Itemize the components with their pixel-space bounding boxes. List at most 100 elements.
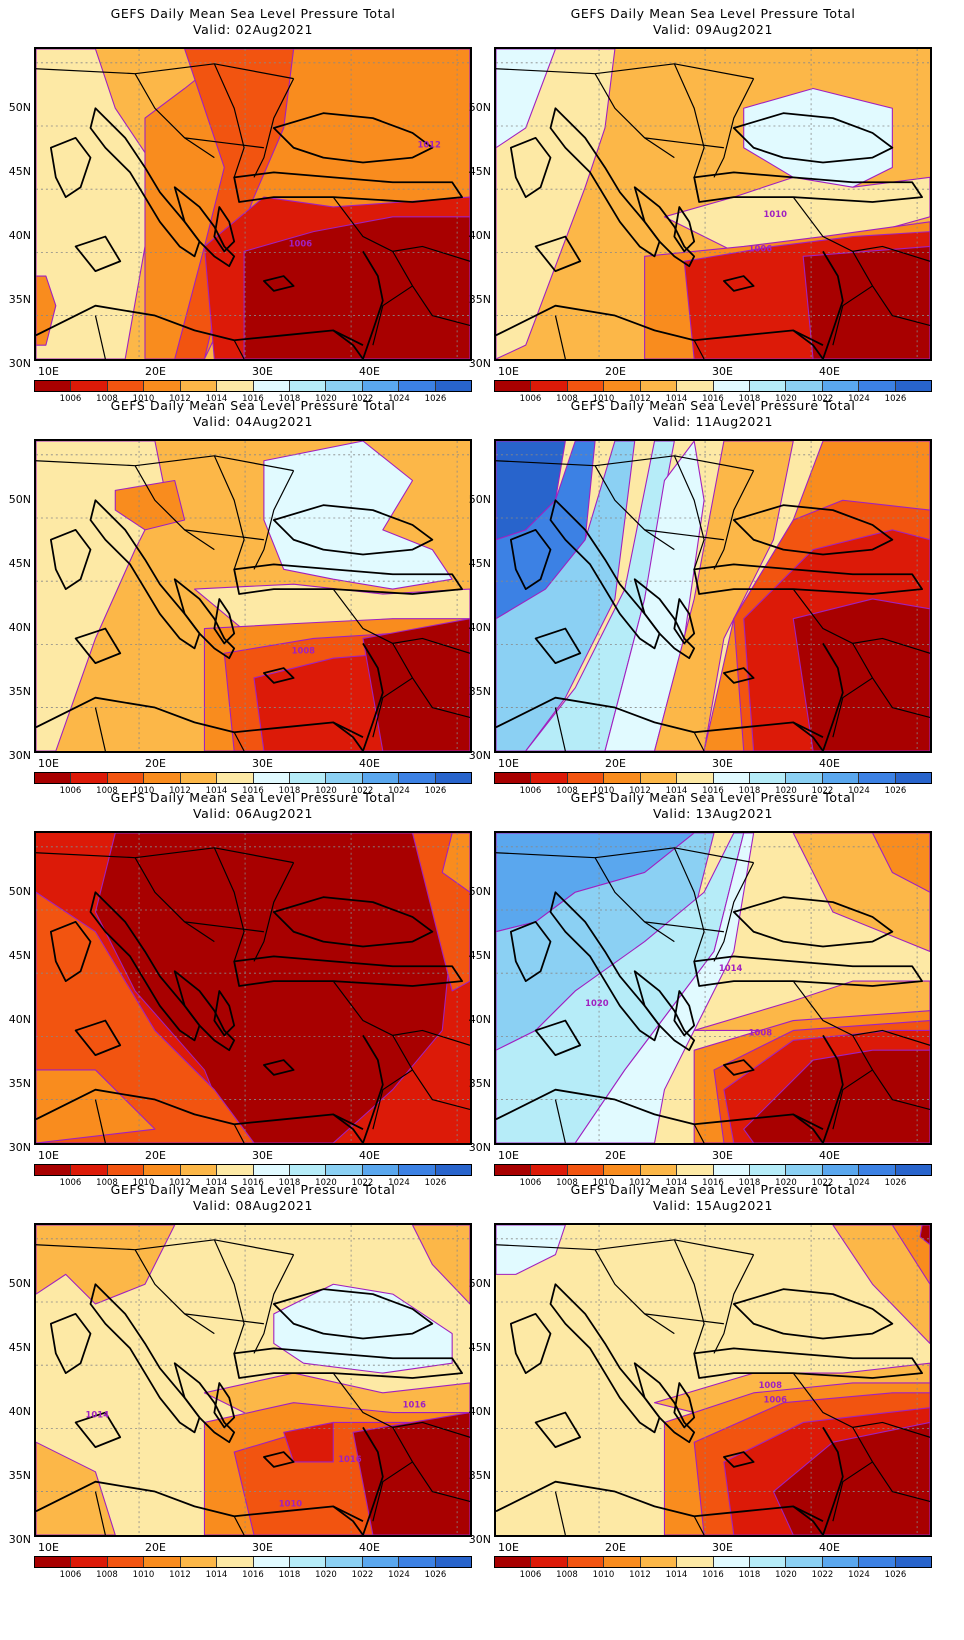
coastline [693, 955, 923, 987]
pressure-band [36, 1069, 156, 1143]
colorbar-swatch [35, 1165, 72, 1175]
contour-label: 1006 [764, 1395, 788, 1405]
coastline [633, 1362, 696, 1444]
country-border [233, 731, 245, 751]
country-border [253, 862, 295, 962]
coastline [74, 1019, 122, 1057]
coastline [36, 304, 364, 346]
latitude-label: 50N [468, 885, 491, 898]
contour-label: 1014 [86, 1410, 110, 1420]
pressure-band [36, 1225, 176, 1305]
colorbar-swatch [362, 773, 400, 783]
coastline [693, 1347, 923, 1379]
coastline [534, 235, 582, 273]
contour-label: 1008 [292, 645, 316, 655]
country-border [36, 847, 294, 864]
colorbar-swatch [399, 1557, 436, 1567]
colorbar-swatch [35, 381, 72, 391]
map-frame [34, 831, 472, 1145]
coastline [74, 235, 122, 273]
colorbar-swatch [531, 1557, 568, 1567]
map-panel: GEFS Daily Mean Sea Level Pressure Total… [0, 784, 482, 1194]
country-border [94, 315, 106, 359]
pressure-map: 1014 1016 1016 1010 [36, 1225, 470, 1535]
country-border [852, 1035, 930, 1111]
pressure-map [36, 833, 470, 1143]
colorbar [34, 1556, 472, 1568]
latitude-label: 50N [8, 101, 31, 114]
colorbar-label: 1022 [811, 1178, 834, 1188]
colorbar-swatch [640, 773, 678, 783]
latitude-label: 40N [8, 621, 31, 634]
colorbar-label: 1018 [738, 786, 761, 796]
colorbar-swatch [640, 381, 678, 391]
colorbar-label: 1010 [132, 1178, 155, 1188]
coastline [362, 250, 384, 359]
coastline [509, 136, 552, 198]
coastline [362, 642, 384, 751]
coastline [263, 1451, 295, 1468]
panel-title: GEFS Daily Mean Sea Level Pressure Total [570, 398, 856, 413]
coastline [534, 1411, 582, 1449]
colorbar-swatch [531, 1165, 568, 1175]
country-border [644, 137, 724, 149]
panel-title: GEFS Daily Mean Sea Level Pressure Total [570, 6, 856, 21]
coastline [263, 275, 295, 292]
latitude-label: 30N [468, 357, 491, 370]
colorbar-label: 1006 [519, 394, 542, 404]
colorbar-label: 1006 [519, 1570, 542, 1580]
colorbar-swatch [144, 381, 181, 391]
map-panel: GEFS Daily Mean Sea Level Pressure Total… [469, 0, 964, 410]
colorbar-swatch [289, 1557, 327, 1567]
coastline [822, 642, 844, 751]
country-border [496, 455, 754, 472]
coastline [233, 955, 463, 987]
coastline [496, 696, 824, 738]
latitude-label: 40N [8, 1013, 31, 1026]
panel-title: GEFS Daily Mean Sea Level Pressure Total [570, 790, 856, 805]
colorbar-label: 1010 [592, 1570, 615, 1580]
contour-label: 1012 [417, 140, 441, 150]
colorbar-label: 1016 [702, 1570, 724, 1580]
latitude-label: 30N [468, 1141, 491, 1154]
coastline [633, 186, 696, 268]
latitude-label: 35N [8, 1077, 31, 1090]
pressure-map [496, 441, 930, 751]
map-frame: 1012 1006 [34, 47, 472, 361]
country-border [134, 1249, 215, 1335]
colorbar-label: 1016 [702, 394, 724, 404]
longitude-label: 30E [712, 757, 733, 770]
country-border [213, 455, 245, 570]
colorbar-label: 1008 [556, 786, 578, 796]
latitude-label: 35N [468, 1469, 491, 1482]
coastline [173, 578, 236, 660]
longitude-label: 20E [605, 365, 626, 378]
coastline [173, 970, 236, 1052]
coastline [173, 1362, 236, 1444]
coastline [272, 1288, 434, 1340]
panel-valid-date: Valid: 02Aug2021 [192, 22, 314, 37]
colorbar-label: 1024 [388, 1570, 410, 1580]
coastline [74, 1411, 122, 1449]
colorbar-label: 1016 [242, 1178, 264, 1188]
pressure-map: 1008 1006 [496, 1225, 930, 1535]
colorbar-label: 1006 [59, 1178, 82, 1188]
coastline [723, 667, 755, 684]
country-border [372, 677, 413, 738]
country-border [94, 1099, 106, 1143]
colorbar-swatch [217, 381, 254, 391]
colorbar-label: 1024 [388, 1178, 410, 1188]
colorbar-swatch [180, 381, 218, 391]
colorbar-swatch [144, 773, 181, 783]
coastline [822, 1034, 844, 1143]
colorbar-swatch [604, 1557, 641, 1567]
longitude-label: 30E [252, 757, 273, 770]
country-border [372, 1461, 413, 1522]
coastline [213, 1382, 236, 1429]
longitude-label: 10E [38, 365, 59, 378]
coastline [723, 275, 755, 292]
colorbar-label: 1024 [388, 786, 410, 796]
colorbar-label: 1018 [278, 1178, 301, 1188]
colorbar-label: 1018 [278, 1570, 301, 1580]
country-border [392, 251, 470, 327]
